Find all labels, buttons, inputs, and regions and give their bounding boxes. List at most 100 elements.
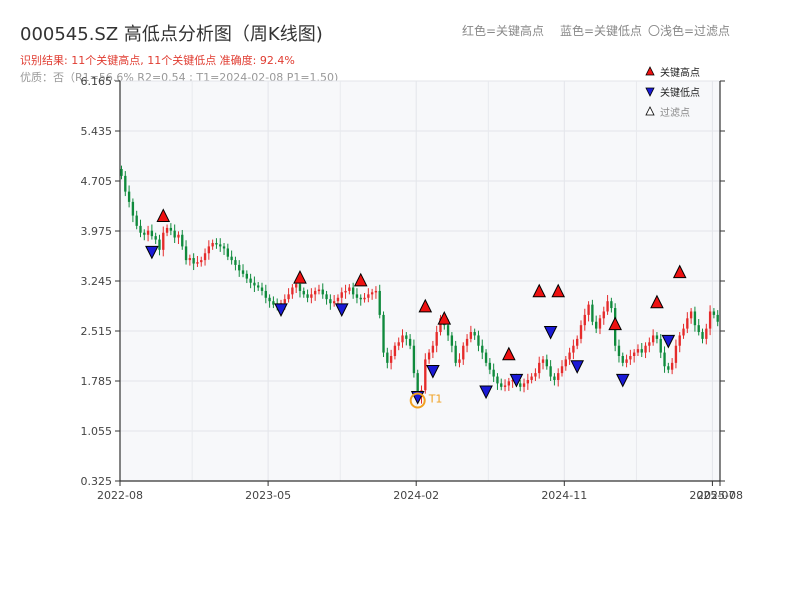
x-tick-label: 2025-08 (697, 489, 743, 502)
candle-body (674, 345, 678, 363)
candle-body (359, 297, 362, 300)
legend-label: 关键低点 (660, 86, 700, 99)
x-tick-label: 2024-11 (541, 489, 587, 502)
candle-body (260, 287, 264, 291)
candle-body (481, 345, 484, 353)
candle-body (397, 342, 400, 346)
candle-body (351, 287, 355, 295)
candle-body (317, 289, 321, 292)
candle-body (705, 328, 708, 339)
candle-body (348, 287, 351, 291)
candle-body (670, 362, 674, 370)
candle-body (412, 345, 416, 374)
candle-body (557, 373, 560, 380)
candle-body (439, 318, 442, 333)
candle-body (621, 356, 624, 363)
candle-body (393, 345, 397, 356)
candle-body (416, 373, 419, 398)
x-tick-label: 2025-07 (689, 489, 735, 502)
candle-body (435, 332, 438, 346)
candle-body (169, 227, 173, 231)
candle-body (462, 345, 465, 360)
key-low-marker (426, 364, 440, 379)
key-high-marker (437, 311, 452, 325)
candle-body (682, 328, 685, 336)
candle-body (344, 290, 347, 293)
candle-body (538, 362, 541, 374)
key-high-marker (650, 294, 664, 309)
y-tick-label: 4.705 (81, 175, 113, 188)
candle-body (560, 366, 564, 374)
candle-body (408, 338, 412, 346)
y-tick-label: 6.165 (81, 75, 113, 88)
key-high-marker (532, 283, 547, 298)
candle-body (610, 301, 613, 309)
y-tick-label: 3.245 (81, 275, 113, 288)
candle-body (507, 381, 511, 386)
candle-body (606, 301, 609, 312)
candle-body (222, 246, 226, 249)
candle-body (336, 297, 340, 302)
key-high-marker (353, 272, 368, 287)
candle-body (465, 338, 469, 346)
candle-body (203, 253, 207, 261)
candle-body (693, 311, 697, 326)
candle-body (522, 383, 526, 387)
candle-body (302, 290, 305, 295)
candle-body (583, 314, 586, 326)
candle-body (697, 325, 700, 333)
candle-body (370, 292, 374, 295)
candle-body (158, 239, 161, 250)
candle-body (283, 299, 286, 304)
candle-body (389, 356, 393, 363)
candle-body (184, 246, 188, 261)
candle-body (632, 352, 636, 356)
candle-body (219, 244, 222, 247)
candle-body (192, 258, 195, 264)
candle-body (257, 285, 260, 288)
t1-label: T1 (428, 393, 443, 406)
candle-body (188, 258, 192, 261)
candle-body (526, 379, 530, 384)
chart-title: 000545.SZ 高低点分析图（周K线图) (20, 24, 323, 45)
candle-body (545, 359, 548, 367)
candle-body (424, 359, 427, 391)
legend-light-text: 〇浅色=过滤点 (648, 24, 731, 38)
candle-body (591, 304, 594, 322)
candle-body (648, 342, 651, 346)
candle-body (595, 321, 598, 329)
candle-body (496, 376, 499, 384)
candle-body (332, 301, 336, 304)
candle-body (500, 383, 503, 387)
y-tick-label: 5.435 (81, 125, 113, 138)
key-low-marker (509, 373, 524, 388)
candle-body (568, 352, 571, 360)
candle-body (177, 234, 180, 238)
candle-body (241, 270, 245, 274)
candle-body (454, 345, 457, 363)
candle-body (162, 232, 165, 250)
candle-body (230, 256, 233, 261)
key-low-marker (479, 385, 493, 400)
candle-body (120, 169, 123, 176)
candle-body (405, 335, 408, 339)
candle-body (629, 356, 632, 360)
candle-body (587, 304, 590, 315)
candle-body (598, 318, 602, 329)
y-tick-label: 3.975 (81, 225, 113, 238)
x-tick-label: 2024-02 (393, 489, 439, 502)
candle-body (473, 332, 476, 336)
candle-body (135, 215, 138, 226)
candle-body (378, 290, 381, 315)
candle-body (340, 292, 343, 298)
candle-body (458, 359, 461, 363)
candle-body (651, 335, 655, 343)
legend-label: 关键高点 (660, 66, 700, 79)
legend-blue-text: 蓝色=关键低点 (560, 24, 643, 38)
candle-body (625, 359, 628, 363)
y-tick-label: 1.785 (81, 375, 113, 388)
candle-body (291, 287, 294, 295)
candle-body (310, 294, 313, 298)
candle-body (181, 234, 184, 247)
key-high-marker (418, 298, 433, 313)
